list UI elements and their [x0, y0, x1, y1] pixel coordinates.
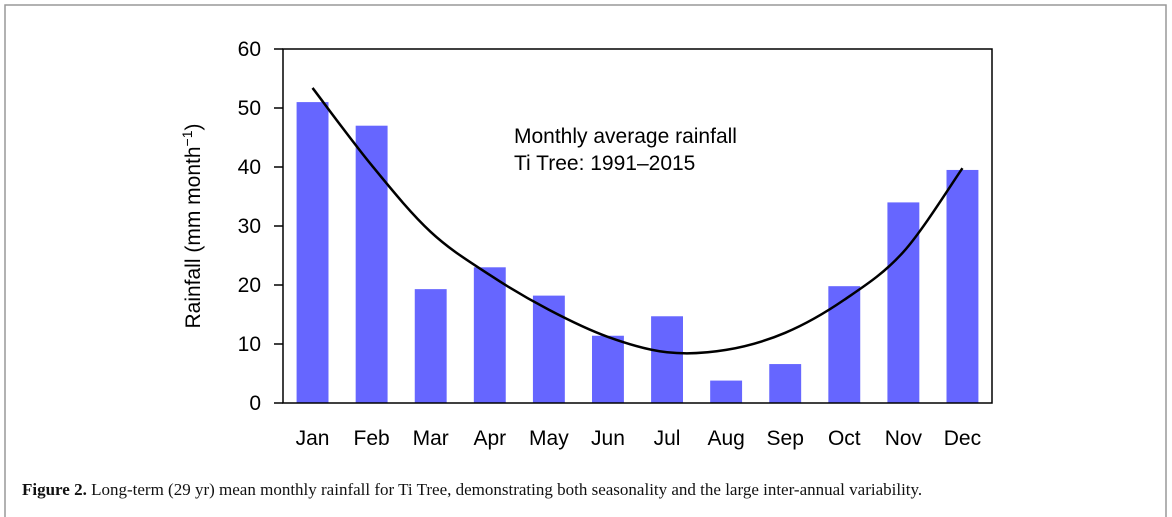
y-tick-label: 50: [238, 97, 261, 120]
x-tick-label: Jul: [654, 427, 681, 450]
x-tick-label: Sep: [767, 427, 804, 450]
x-tick-label: Jan: [296, 427, 330, 450]
x-tick-label: Nov: [885, 427, 923, 450]
y-tick-label: 30: [238, 215, 261, 238]
x-tick-label: Oct: [828, 427, 861, 450]
bar: [710, 380, 743, 403]
y-tick-label: 40: [238, 156, 261, 179]
y-tick-label: 0: [249, 392, 261, 415]
x-tick-label: May: [529, 427, 569, 450]
bar: [769, 364, 802, 403]
bar: [828, 286, 861, 403]
x-tick-label: Aug: [707, 427, 744, 450]
y-axis-label: Rainfall (mm month−1): [179, 123, 205, 328]
bar: [887, 202, 920, 403]
bar: [296, 102, 329, 403]
x-tick-label: Dec: [944, 427, 981, 450]
bar: [651, 316, 683, 403]
bar: [473, 267, 506, 403]
figure-frame: [4, 4, 1167, 517]
bar: [414, 289, 447, 403]
bar: [592, 335, 624, 403]
x-tick-label: Jun: [591, 427, 625, 450]
caption: Figure 2. Long-term (29 yr) mean monthly…: [22, 480, 923, 499]
bar: [946, 169, 979, 403]
plot-frame: [282, 48, 993, 404]
x-tick-label: Mar: [413, 427, 449, 450]
annotation: Monthly average rainfall: [514, 125, 737, 148]
bar: [532, 295, 565, 403]
y-tick-label: 10: [238, 333, 261, 356]
y-tick-label: 60: [238, 38, 261, 61]
x-tick-label: Apr: [473, 427, 506, 450]
y-tick-label: 20: [238, 274, 261, 297]
x-tick-label: Feb: [354, 427, 390, 450]
annotation: Ti Tree: 1991–2015: [514, 152, 695, 175]
fit-curve: [311, 87, 964, 355]
bar: [355, 125, 388, 403]
